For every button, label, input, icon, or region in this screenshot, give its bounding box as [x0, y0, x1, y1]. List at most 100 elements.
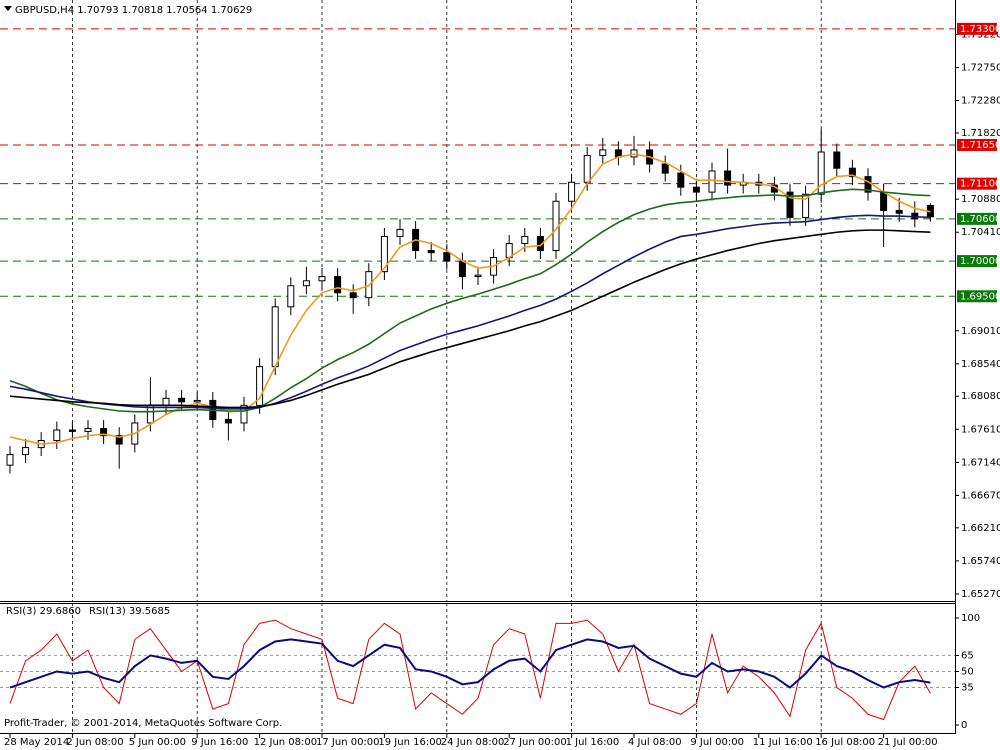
y-tick-label: 1.68540 — [961, 359, 1000, 370]
x-tick-label: 28 May 2014 — [4, 737, 69, 748]
footer: Profit-Trader, © 2001-2014, MetaQuotes S… — [4, 718, 282, 729]
y-tick-label: 1.66210 — [961, 523, 1000, 534]
candle-body — [427, 250, 435, 254]
menu-arrow — [4, 6, 12, 11]
candle-body — [84, 428, 92, 432]
level-label: 1.71650 — [960, 140, 1000, 151]
y-tick-label: 1.65740 — [961, 556, 1000, 567]
level-label: 1.70600 — [960, 214, 1000, 225]
candle-body — [162, 397, 170, 406]
x-tick-label: 12 Jun 08:00 — [254, 737, 318, 748]
candle-body — [22, 447, 30, 456]
candle-body — [817, 151, 825, 195]
candle-body — [880, 191, 888, 211]
candle-body — [474, 274, 482, 278]
level-label: 1.69500 — [960, 291, 1000, 302]
moving-average — [9, 229, 931, 409]
candle-body — [661, 163, 669, 174]
candle-body — [193, 399, 201, 403]
x-tick-label: 5 Jun 00:00 — [129, 737, 186, 748]
candle-body — [583, 155, 591, 183]
x-tick-label: 17 Jun 00:00 — [316, 737, 380, 748]
moving-average — [9, 188, 931, 413]
candle-body — [895, 209, 903, 214]
level-label-box — [957, 177, 997, 190]
candle-body — [458, 260, 466, 278]
candle-body — [521, 235, 529, 244]
candle-body — [256, 366, 264, 406]
candle-body — [380, 235, 388, 273]
candle-body — [802, 193, 810, 218]
x-tick-label: 21 Jul 00:00 — [878, 737, 938, 748]
candle-body — [443, 252, 451, 262]
y-tick-label: 1.66670 — [961, 490, 1000, 501]
x-tick-label: 27 Jun 00:00 — [503, 737, 567, 748]
x-tick-label: 16 Jul 08:00 — [815, 737, 875, 748]
y-tick-label: 1.65270 — [961, 589, 1000, 600]
candle-body — [677, 172, 685, 188]
line-series — [9, 619, 931, 721]
x-tick-label: 4 Jul 08:00 — [628, 737, 682, 748]
y-tick-label: 65 — [961, 650, 974, 661]
y-tick-label: 1.70880 — [961, 194, 1000, 205]
y-tick-label: 1.70410 — [961, 227, 1000, 238]
x-tick-label: 2 Jun 08:00 — [66, 737, 123, 748]
moving-average — [9, 153, 931, 445]
candle-body — [786, 191, 794, 218]
candle-body — [224, 418, 232, 424]
y-tick-label: 0 — [961, 720, 967, 731]
level-label: 1.70000 — [960, 256, 1000, 267]
candle-body — [349, 292, 357, 299]
candle-body — [287, 285, 295, 308]
y-tick-label: 50 — [961, 666, 974, 677]
candle-body — [599, 149, 607, 157]
level-label-box — [957, 255, 997, 268]
level-label-box — [957, 138, 997, 151]
level-label: 1.73300 — [960, 24, 1000, 35]
candle-body — [692, 186, 700, 193]
chart-title: GBPUSD,H4 1.70793 1.70818 1.70564 1.7062… — [15, 5, 252, 16]
y-tick-label: 1.69010 — [961, 326, 1000, 337]
level-label-box — [957, 212, 997, 225]
y-tick-label: 1.72750 — [961, 63, 1000, 74]
moving-average — [9, 214, 931, 410]
legend-entry: RSI(13) 39.5685 — [89, 606, 170, 617]
x-tick-label: 19 Jun 16:00 — [378, 737, 442, 748]
y-tick-label: 1.71820 — [961, 128, 1000, 139]
candle-body — [271, 306, 279, 368]
candle-body — [302, 280, 310, 287]
candle-body — [178, 397, 186, 403]
candle-body — [240, 404, 248, 424]
candle-body — [848, 167, 856, 178]
y-tick-label: 1.73220 — [961, 29, 1000, 40]
y-tick-label: 1.68080 — [961, 391, 1000, 402]
candle-body — [568, 181, 576, 202]
legend-entry: RSI(3) 29.6860 — [6, 606, 81, 617]
candle-body — [6, 454, 14, 466]
candle-body — [833, 151, 841, 169]
level-label-box — [957, 290, 997, 303]
level-label-box — [957, 22, 997, 35]
candle-body — [334, 276, 342, 294]
y-tick-label: 1.67610 — [961, 424, 1000, 435]
y-tick-label: 1.67140 — [961, 457, 1000, 468]
candle-body — [100, 428, 108, 437]
x-tick-label: 11 Jul 16:00 — [753, 737, 813, 748]
level-label: 1.71100 — [960, 179, 1000, 190]
candle-body — [318, 276, 326, 282]
candle-body — [396, 228, 404, 237]
candle-body — [708, 170, 716, 193]
candle-body — [68, 429, 76, 432]
candle-body — [53, 429, 61, 442]
y-tick-label: 1.72280 — [961, 96, 1000, 107]
x-tick-label: 9 Jun 16:00 — [191, 737, 248, 748]
y-tick-label: 35 — [961, 683, 974, 694]
x-tick-label: 1 Jul 16:00 — [566, 737, 620, 748]
line-series — [9, 638, 931, 689]
x-tick-label: 9 Jul 00:00 — [690, 737, 744, 748]
y-tick-label: 100 — [961, 613, 980, 624]
x-tick-label: 24 Jun 08:00 — [441, 737, 505, 748]
